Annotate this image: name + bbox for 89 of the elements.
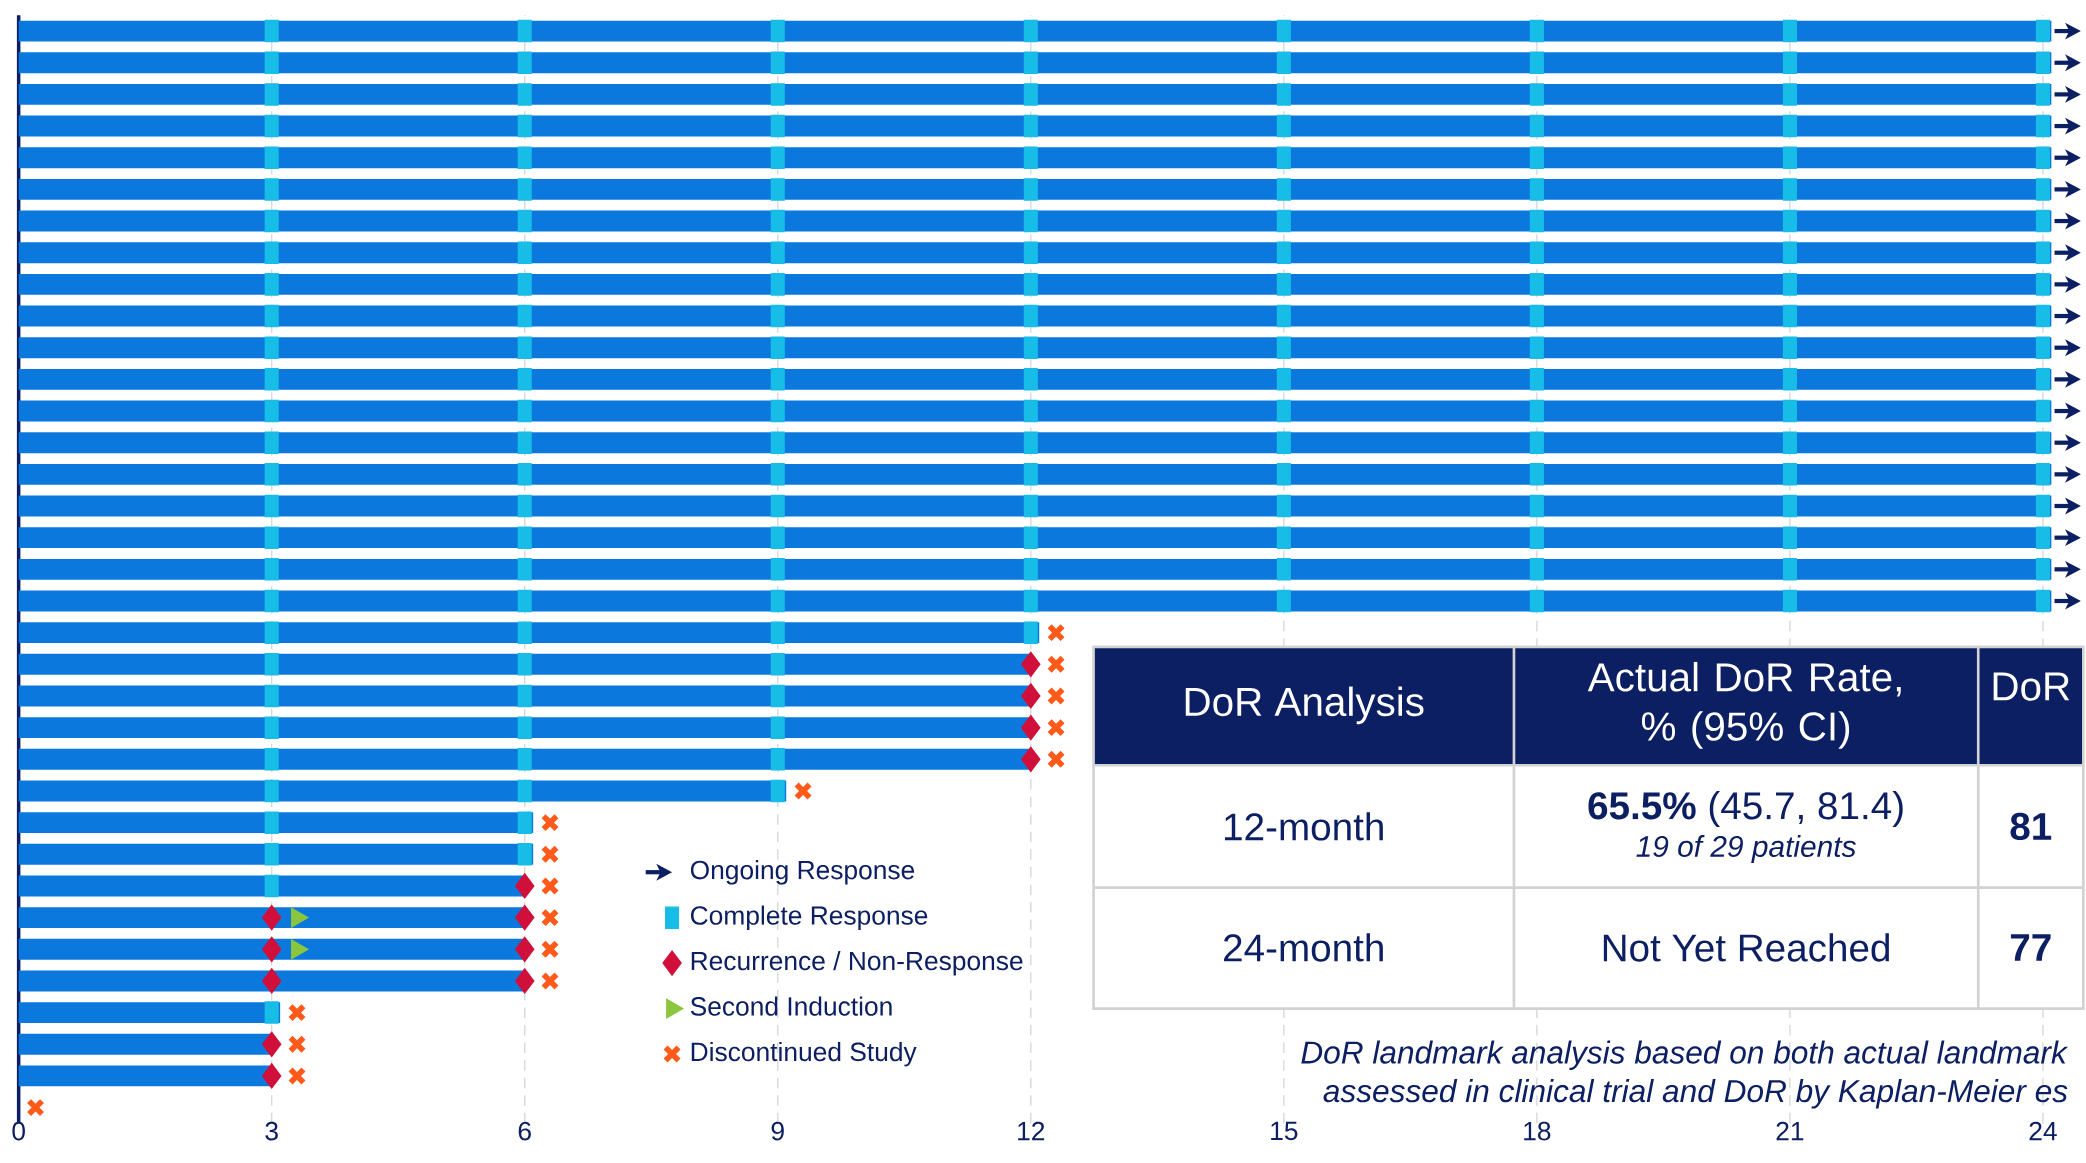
x-tick-label: 24 [2029, 1121, 2057, 1141]
bar [18, 938, 525, 960]
bar [18, 83, 2052, 105]
legend-label: Discontinued Study [691, 1041, 917, 1067]
point [1021, 651, 1041, 677]
point [1046, 623, 1066, 642]
point [262, 1031, 282, 1057]
point [515, 968, 535, 994]
point [540, 813, 560, 832]
bar [18, 1002, 281, 1024]
point [1021, 714, 1041, 741]
bar [18, 717, 1031, 739]
annotation: 12-month [1225, 812, 1383, 841]
bar [18, 495, 2052, 517]
point [1046, 655, 1066, 674]
bar [18, 1033, 272, 1055]
bar [18, 115, 2052, 137]
legend-label: Complete Response [690, 905, 928, 931]
bar [18, 875, 525, 897]
legend-label: Recurrence / Non-Response [691, 950, 1023, 976]
point [1021, 683, 1041, 709]
x-tick-label: 6 [518, 1121, 531, 1141]
annotation: 24-month [1224, 933, 1383, 962]
legend-label: Ongoing Response [690, 860, 915, 885]
x-tick-label: 12 [1018, 1121, 1045, 1141]
bar [18, 178, 2052, 200]
bar [18, 210, 2052, 232]
point [515, 904, 535, 931]
point [287, 1003, 307, 1022]
bar [18, 590, 2052, 612]
x-tick-label: 15 [1271, 1121, 1298, 1141]
point [515, 936, 535, 962]
point [1046, 750, 1066, 769]
point [540, 940, 560, 959]
annotation: 81 [2010, 812, 2052, 841]
bar [18, 242, 2052, 264]
bar [18, 812, 534, 834]
point [540, 908, 560, 927]
bar [18, 622, 1040, 644]
annotation: DoR Analysis [1185, 686, 1424, 725]
point [1021, 746, 1041, 772]
annotation: Actual DoR Rate, % (95% CI) [1587, 661, 1901, 749]
point [540, 845, 560, 864]
bar [18, 463, 2052, 485]
bar [18, 337, 2052, 359]
point [515, 873, 535, 899]
annotation: 77 [2010, 934, 2051, 961]
bar [18, 780, 787, 802]
bar [18, 20, 2052, 42]
bar [18, 558, 2052, 580]
legend-label: Second Induction [690, 996, 892, 1016]
point [287, 1034, 307, 1054]
bar [18, 970, 525, 992]
bar [18, 52, 2052, 74]
bar [18, 368, 2052, 390]
bar [18, 748, 1031, 770]
bar [18, 273, 2052, 295]
point [262, 1063, 282, 1089]
bar [18, 1065, 272, 1087]
point [1046, 686, 1066, 706]
point [26, 1098, 45, 1117]
x-tick-label: 0 [12, 1121, 25, 1141]
bar [18, 685, 1031, 707]
x-tick-label: 3 [265, 1121, 278, 1141]
bar [18, 843, 534, 865]
annotation: 19 of 29 patients [1636, 835, 1856, 863]
bar [18, 432, 2052, 454]
bar [18, 653, 1031, 675]
x-tick-label: 9 [771, 1121, 784, 1141]
point [540, 876, 560, 896]
point [287, 1066, 307, 1086]
annotation: DoR landmark analysis based on both actual landmark [1301, 1040, 2069, 1070]
bar [18, 305, 2052, 327]
annotation: DoR [1993, 672, 2070, 701]
annotation: assessed in clinical trial and DoR by Kaplan-Meier es [1323, 1079, 2068, 1109]
point [540, 971, 560, 991]
annotation: Not Yet Reached [1603, 933, 1889, 962]
point [793, 781, 813, 801]
bar [18, 147, 2052, 169]
point [1046, 718, 1066, 737]
annotation: 65.5% (45.7, 81.4) [1588, 791, 1903, 828]
bar [18, 400, 2052, 422]
bar [18, 527, 2052, 549]
point [262, 968, 282, 994]
x-tick-label: 21 [1776, 1121, 1804, 1141]
point [262, 936, 282, 962]
point [262, 904, 282, 931]
bar [18, 907, 525, 929]
x-tick-label: 18 [1524, 1121, 1551, 1141]
